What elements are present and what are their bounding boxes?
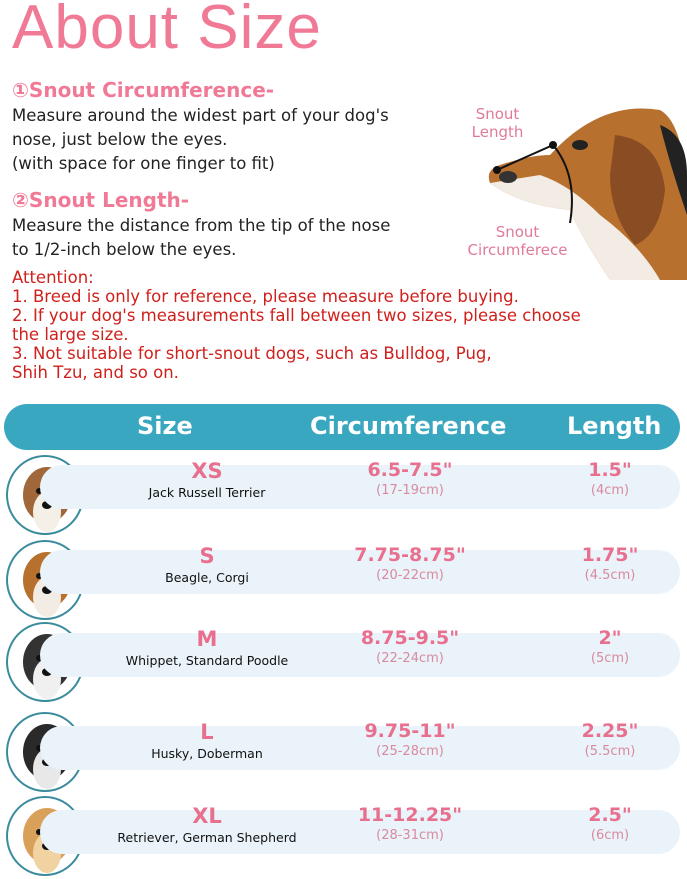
table-header: Size Circumference Length	[4, 404, 680, 450]
length-cm: (4.5cm)	[584, 568, 636, 583]
header-length: Length	[567, 412, 662, 440]
length-cm: (5.5cm)	[584, 744, 636, 759]
length-cm: (5cm)	[590, 651, 630, 666]
size-label: XL	[192, 804, 222, 828]
circumference-cm: (20-22cm)	[376, 568, 444, 583]
attention-item: 1. Breed is only for reference, please m…	[12, 287, 519, 306]
dog-measure-diagram: Snout Length Snout Circumferece	[460, 95, 687, 280]
table-row: L Husky, Doberman 9.75-11" (25-28cm) 2.2…	[40, 720, 680, 770]
breed-label: Whippet, Standard Poodle	[125, 653, 289, 668]
circumference-cm: (28-31cm)	[376, 828, 444, 843]
breed-label: Jack Russell Terrier	[148, 485, 266, 500]
size-label: M	[196, 627, 218, 651]
circumference-value: 8.75-9.5"	[360, 627, 460, 649]
circumference-cm: (17-19cm)	[376, 483, 444, 498]
length-value: 2"	[598, 627, 622, 649]
snout-length-text: Measure the distance from the tip of the…	[12, 214, 390, 262]
text-line: Measure the distance from the tip of the…	[12, 216, 391, 235]
header-size: Size	[137, 412, 193, 440]
attention-item: 3. Not suitable for short-snout dogs, su…	[12, 344, 492, 382]
circumference-cm: (25-28cm)	[376, 744, 444, 759]
breed-label: Husky, Doberman	[151, 746, 263, 761]
length-value: 1.75"	[581, 544, 639, 566]
circumference-cm: (22-24cm)	[376, 651, 444, 666]
length-value: 2.5"	[588, 804, 632, 826]
snout-circumference-label: Snout Circumferece	[467, 223, 568, 259]
page-title: About Size	[12, 0, 322, 62]
text-line: Measure around the widest part of your d…	[12, 106, 389, 125]
breed-label: Retriever, German Shepherd	[117, 830, 297, 845]
text-line: nose, just below the eyes.	[12, 130, 228, 149]
snout-length-label: Snout Length	[471, 105, 524, 141]
size-label: XS	[191, 459, 223, 483]
beagle-image	[488, 108, 687, 280]
circumference-value: 11-12.25"	[357, 804, 463, 826]
attention-block: Attention: 1. Breed is only for referenc…	[12, 268, 682, 382]
attention-heading: Attention:	[12, 268, 94, 287]
snout-length-heading: ②Snout Length-	[12, 188, 190, 212]
length-value: 2.25"	[581, 720, 639, 742]
snout-circumference-text: Measure around the widest part of your d…	[12, 104, 389, 176]
length-cm: (6cm)	[590, 828, 630, 843]
header-circumference: Circumference	[310, 412, 507, 440]
snout-circumference-heading: ①Snout Circumference-	[12, 78, 275, 102]
circumference-value: 9.75-11"	[364, 720, 456, 742]
breed-label: Beagle, Corgi	[165, 570, 249, 585]
length-value: 1.5"	[588, 459, 632, 481]
table-row: M Whippet, Standard Poodle 8.75-9.5" (22…	[40, 627, 680, 677]
length-cm: (4cm)	[590, 483, 630, 498]
text-line: (with space for one finger to fit)	[12, 154, 275, 173]
table-row: XL Retriever, German Shepherd 11-12.25" …	[40, 804, 680, 854]
circumference-value: 6.5-7.5"	[367, 459, 453, 481]
attention-item: 2. If your dog's measurements fall betwe…	[12, 306, 581, 344]
text-line: to 1/2-inch below the eyes.	[12, 240, 237, 259]
size-label: S	[199, 544, 215, 568]
table-row: XS Jack Russell Terrier 6.5-7.5" (17-19c…	[40, 459, 680, 509]
table-row: S Beagle, Corgi 7.75-8.75" (20-22cm) 1.7…	[40, 544, 680, 594]
size-label: L	[200, 720, 214, 744]
circumference-value: 7.75-8.75"	[354, 544, 466, 566]
